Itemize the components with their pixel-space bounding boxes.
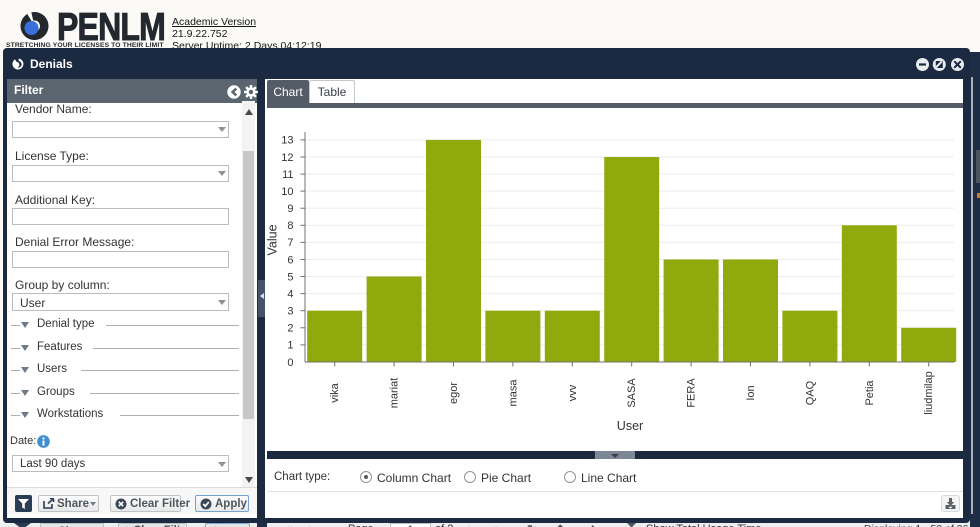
svg-text:egor: egor	[448, 382, 460, 404]
svg-text:10: 10	[281, 186, 293, 198]
svg-text:masa: masa	[507, 379, 519, 407]
svg-text:11: 11	[282, 169, 293, 181]
svg-text:0: 0	[287, 357, 293, 369]
svg-text:4: 4	[287, 288, 293, 300]
svg-text:1: 1	[287, 340, 293, 352]
svg-text:QAQ: QAQ	[804, 380, 816, 405]
svg-text:12: 12	[281, 152, 293, 164]
svg-text:Petia: Petia	[864, 380, 876, 406]
svg-text:liudmilap: liudmilap	[923, 371, 935, 414]
svg-text:6: 6	[287, 254, 293, 266]
svg-text:7: 7	[287, 237, 293, 249]
svg-text:5: 5	[287, 271, 293, 283]
svg-text:9: 9	[287, 203, 293, 215]
svg-text:Value: Value	[267, 224, 280, 255]
svg-text:8: 8	[287, 220, 293, 232]
svg-text:Ion: Ion	[745, 385, 757, 400]
svg-text:vika: vika	[329, 382, 341, 402]
svg-text:SASA: SASA	[626, 378, 638, 408]
svg-text:FERA: FERA	[686, 378, 698, 408]
svg-text:3: 3	[287, 306, 293, 318]
svg-text:vvv: vvv	[567, 384, 579, 401]
svg-text:2: 2	[287, 323, 293, 335]
svg-text:PENLM: PENLM	[57, 11, 165, 41]
svg-text:13: 13	[281, 135, 293, 147]
svg-text:User: User	[617, 419, 643, 433]
svg-text:mariat: mariat	[389, 378, 401, 409]
